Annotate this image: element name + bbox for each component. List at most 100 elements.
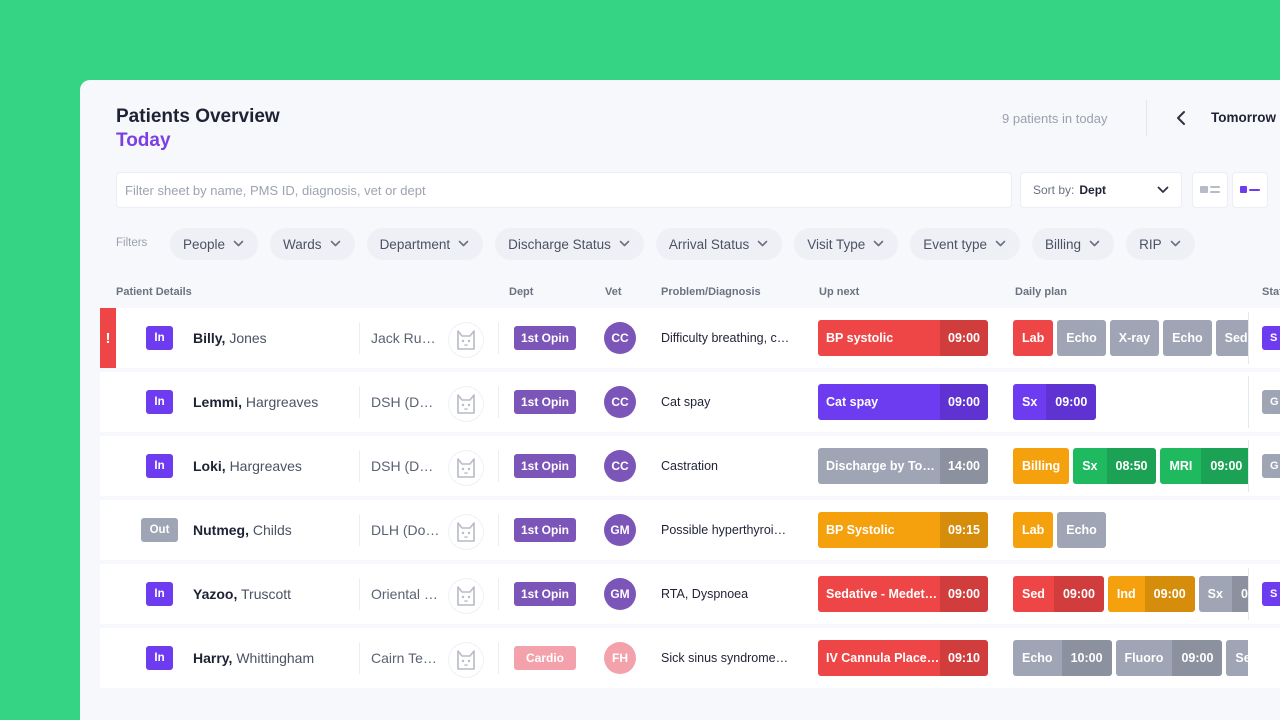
cell-divider	[498, 642, 499, 674]
patient-row[interactable]: In Lemmi, Hargreaves DSH (Domestic Shortha…	[100, 372, 1280, 432]
arrival-status-badge[interactable]: In	[146, 582, 173, 606]
filter-chip[interactable]: Billing	[1032, 228, 1115, 260]
patient-row[interactable]: Out Nutmeg, Childs DLH (Domestic Longhair)…	[100, 500, 1280, 560]
plan-task[interactable]: Echo 10:00	[1013, 640, 1112, 676]
arrival-status-badge[interactable]: In	[146, 390, 173, 414]
plan-task[interactable]: Sx 08:50	[1073, 448, 1157, 484]
patient-name[interactable]: Harry, Whittingham	[193, 650, 314, 666]
discharge-status-badge[interactable]: S	[1262, 582, 1280, 606]
chevron-down-icon	[233, 240, 244, 247]
filter-chip-label: RIP	[1139, 236, 1162, 252]
vet-avatar[interactable]: CC	[604, 450, 636, 482]
up-next-time: 09:10	[940, 640, 988, 676]
vet-avatar[interactable]: GM	[604, 514, 636, 546]
plan-task[interactable]: Billing	[1013, 448, 1070, 484]
plan-task[interactable]: Lab	[1013, 512, 1054, 548]
filter-chip[interactable]: Wards	[270, 228, 355, 260]
filter-chip[interactable]: Event type	[910, 228, 1021, 260]
patient-name[interactable]: Lemmi, Hargreaves	[193, 394, 318, 410]
vet-avatar[interactable]: CC	[604, 386, 636, 418]
patient-row[interactable]: In Harry, Whittingham Cairn Terrier Cardio F…	[100, 628, 1280, 688]
filter-chip[interactable]: People	[170, 228, 259, 260]
filter-chip-label: Billing	[1045, 236, 1082, 252]
patient-last-name: Hargreaves	[229, 458, 302, 474]
search-input[interactable]	[116, 172, 1012, 208]
plan-task[interactable]: Fluoro 09:00	[1115, 640, 1223, 676]
up-next-time: 09:00	[940, 576, 988, 612]
daily-plan: Billing Sx 08:50 MRI 09:00	[1013, 448, 1248, 484]
patient-list: ! In Billy, Jones Jack Russell 1st Opin CC Dif…	[100, 308, 1280, 692]
filter-chip[interactable]: Arrival Status	[655, 228, 783, 260]
discharge-status-badge[interactable]: G	[1262, 390, 1280, 414]
list-view-button[interactable]	[1192, 172, 1228, 208]
patient-name[interactable]: Nutmeg, Childs	[193, 522, 292, 538]
arrival-status-badge[interactable]: In	[146, 646, 173, 670]
plan-task[interactable]: Sed 09:00	[1013, 576, 1104, 612]
plan-task-label: Lab	[1022, 331, 1045, 345]
previous-day-button[interactable]	[1170, 106, 1192, 130]
arrival-status-badge[interactable]: Out	[141, 518, 178, 542]
species-avatar	[448, 642, 484, 678]
patient-row[interactable]: In Loki, Hargreaves DSH (Domestic Shorthai…	[100, 436, 1280, 496]
up-next-task[interactable]: BP systolic 09:00	[818, 320, 988, 356]
patient-breed: DSH (Domestic Shorthair)	[371, 458, 441, 474]
cell-divider	[498, 322, 499, 354]
dept-badge: 1st Opin	[514, 326, 576, 350]
patient-name[interactable]: Loki, Hargreaves	[193, 458, 302, 474]
list-view-icon	[1200, 186, 1220, 193]
plan-task-label: Sx	[1022, 395, 1038, 409]
col-up-next: Up next	[819, 286, 860, 298]
arrival-status-badge[interactable]: In	[146, 326, 173, 350]
patient-last-name: Hargreaves	[245, 394, 319, 410]
up-next-task[interactable]: IV Cannula Placement09:10	[818, 640, 988, 676]
plan-task[interactable]: Sx 09:00	[1198, 576, 1248, 612]
up-next-task[interactable]: Cat spay 09:00	[818, 384, 988, 420]
vet-avatar[interactable]: FH	[604, 642, 636, 674]
discharge-status-badge[interactable]: S	[1262, 326, 1280, 350]
patient-breed: DSH (Domestic Shorthair)	[371, 394, 441, 410]
patient-name[interactable]: Yazoo, Truscott	[193, 586, 291, 602]
discharge-status-badge[interactable]: G	[1262, 454, 1280, 478]
filter-chip[interactable]: RIP	[1126, 228, 1195, 260]
patient-count: 9 patients in today	[1002, 111, 1108, 126]
plan-task-time: 09:00	[1172, 640, 1223, 676]
cell-divider	[498, 386, 499, 418]
plan-task[interactable]: Echo	[1163, 320, 1212, 356]
filter-chip[interactable]: Visit Type	[794, 228, 899, 260]
dept-badge: 1st Opin	[514, 390, 576, 414]
sort-dropdown[interactable]: Sort by: Dept	[1020, 172, 1182, 208]
arrival-status-badge[interactable]: In	[146, 454, 173, 478]
chevron-down-icon	[1089, 240, 1100, 247]
diagnosis-text: Difficulty breathing, coughing	[661, 331, 791, 345]
up-next-task[interactable]: Sedative - Medetomidine09:00	[818, 576, 988, 612]
vet-avatar[interactable]: CC	[604, 322, 636, 354]
filter-chip[interactable]: Discharge Status	[495, 228, 644, 260]
plan-task[interactable]: MRI 09:00	[1160, 448, 1248, 484]
plan-divider	[1248, 440, 1249, 492]
species-avatar	[448, 514, 484, 550]
plan-task[interactable]: Ind 09:00	[1107, 576, 1195, 612]
up-next-time: 09:00	[940, 320, 988, 356]
plan-task[interactable]: Echo	[1057, 320, 1106, 356]
next-day-button[interactable]: Tomorrow	[1211, 110, 1276, 125]
plan-task[interactable]: Sx 09:00	[1013, 384, 1097, 420]
up-next-task[interactable]: Discharge by Tomorrow14:00	[818, 448, 988, 484]
plan-task[interactable]: Echo	[1057, 512, 1106, 548]
plan-task[interactable]: Sed	[1226, 640, 1248, 676]
patient-name[interactable]: Billy, Jones	[193, 330, 267, 346]
up-next-task[interactable]: BP Systolic 09:15	[818, 512, 988, 548]
timeline-view-button[interactable]	[1232, 172, 1268, 208]
diagnosis-text: Castration	[661, 459, 718, 473]
daily-plan: Lab Echo	[1013, 512, 1248, 548]
patient-last-name: Truscott	[241, 586, 292, 602]
plan-task[interactable]: Sed	[1215, 320, 1248, 356]
filter-chip-label: Visit Type	[807, 236, 866, 252]
vet-avatar[interactable]: GM	[604, 578, 636, 610]
plan-task[interactable]: Lab	[1013, 320, 1054, 356]
patient-row[interactable]: ! In Billy, Jones Jack Russell 1st Opin CC Dif…	[100, 308, 1280, 368]
cell-divider	[498, 578, 499, 610]
plan-task-label: Echo	[1066, 523, 1097, 537]
filter-chip[interactable]: Department	[366, 228, 484, 260]
patient-row[interactable]: In Yazoo, Truscott Oriental Shorthair 1st O…	[100, 564, 1280, 624]
plan-task[interactable]: X-ray	[1109, 320, 1160, 356]
